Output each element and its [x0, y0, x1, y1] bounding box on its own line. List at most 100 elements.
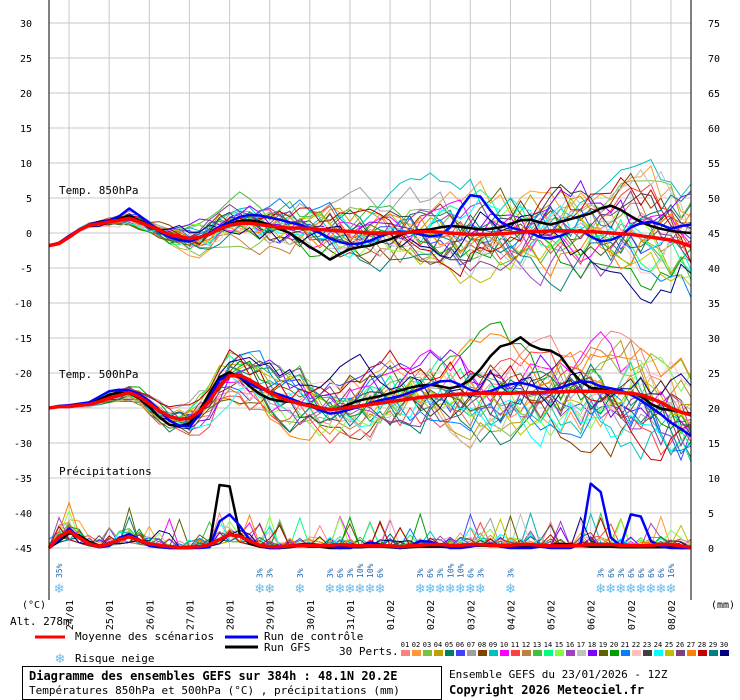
member-number-label: 06 — [456, 641, 464, 649]
member-color-swatch — [456, 650, 465, 656]
member-color-swatch — [599, 650, 608, 656]
snow-risk-percent: 3% — [256, 568, 265, 578]
member-number-label: 10 — [500, 641, 508, 649]
right-tick-label: 20 — [708, 404, 720, 415]
right-tick-label: 0 — [708, 544, 714, 555]
member-number-label: 27 — [687, 641, 695, 649]
member-number-label: 01 — [401, 641, 409, 649]
x-tick-label: 25/01 — [105, 600, 116, 630]
x-tick-label: 01/02 — [386, 600, 397, 630]
member-number-label: 13 — [533, 641, 541, 649]
member-color-swatch — [434, 650, 443, 656]
snow-risk-percent: 6% — [426, 568, 435, 578]
footer-run-info: Ensemble GEFS du 23/01/2026 - 12Z — [449, 668, 668, 681]
member-color-swatch — [610, 650, 619, 656]
legend-perts-label: 30 Perts. — [339, 645, 399, 658]
member-number-label: 30 — [720, 641, 728, 649]
snow-risk-percent: 10% — [456, 563, 465, 578]
left-tick-label: -30 — [14, 439, 32, 450]
member-number-label: 18 — [588, 641, 596, 649]
snow-risk-percent: 10% — [366, 563, 375, 578]
member-color-swatch — [632, 650, 641, 656]
right-tick-label: 50 — [708, 194, 720, 205]
right-tick-label: 65 — [708, 89, 720, 100]
snow-risk-percent: 6% — [376, 568, 385, 578]
snow-risk-percent: 3% — [266, 568, 275, 578]
left-tick-label: 20 — [20, 89, 32, 100]
x-tick-label: 29/01 — [266, 600, 277, 630]
snowflake-icon: ❄ — [264, 582, 275, 597]
member-number-label: 23 — [643, 641, 651, 649]
footer-title: Diagramme des ensembles GEFS sur 384h : … — [29, 669, 397, 683]
left-tick-label: -10 — [14, 299, 32, 310]
right-tick-label: 35 — [708, 299, 720, 310]
member-number-label: 07 — [467, 641, 475, 649]
left-tick-label: 0 — [26, 229, 32, 240]
footer-copyright: Copyright 2026 Meteociel.fr — [449, 683, 644, 697]
member-number-label: 24 — [654, 641, 662, 649]
member-color-swatch — [654, 650, 663, 656]
x-tick-label: 05/02 — [547, 600, 558, 630]
x-tick-label: 28/01 — [226, 600, 237, 630]
member-color-swatch — [445, 650, 454, 656]
member-number-label: 03 — [423, 641, 431, 649]
snow-risk-percent: 3% — [346, 568, 355, 578]
legend-mean-label: Moyenne des scénarios — [75, 630, 214, 643]
footer-box: Diagramme des ensembles GEFS sur 384h : … — [22, 666, 442, 700]
x-tick-label: 02/02 — [426, 600, 437, 630]
left-tick-label: -45 — [14, 544, 32, 555]
member-number-label: 28 — [698, 641, 706, 649]
member-color-swatch — [467, 650, 476, 656]
member-number-label: 21 — [621, 641, 629, 649]
member-color-swatch — [533, 650, 542, 656]
snow-risk-percent: 16% — [667, 563, 676, 578]
snowflake-icon: ❄ — [294, 582, 305, 597]
snow-risk-percent: 3% — [506, 568, 515, 578]
member-color-swatch — [544, 650, 553, 656]
member-number-label: 15 — [555, 641, 563, 649]
member-color-swatch — [412, 650, 421, 656]
footer-subtitle: Températures 850hPa et 500hPa (°C) , pré… — [29, 684, 400, 697]
left-tick-label: -25 — [14, 404, 32, 415]
member-color-swatch — [676, 650, 685, 656]
member-color-swatch — [423, 650, 432, 656]
left-tick-label: -5 — [20, 264, 32, 275]
snow-risk-percent: 3% — [476, 568, 485, 578]
member-color-swatch — [665, 650, 674, 656]
member-color-swatch — [511, 650, 520, 656]
member-color-swatch — [709, 650, 718, 656]
snowflake-icon: ❄ — [505, 582, 516, 597]
snow-risk-percent: 6% — [657, 568, 666, 578]
left-tick-label: -15 — [14, 334, 32, 345]
right-tick-label: 25 — [708, 369, 720, 380]
snow-risk-percent: 35% — [55, 563, 64, 578]
legend-gfs-label: Run GFS — [264, 641, 310, 654]
member-color-swatch — [500, 650, 509, 656]
snowflake-icon: ❄ — [665, 582, 676, 597]
snow-risk-percent: 6% — [466, 568, 475, 578]
member-color-swatch — [478, 650, 487, 656]
member-color-swatch — [577, 650, 586, 656]
member-number-label: 08 — [478, 641, 486, 649]
panel-label-850: Temp. 850hPa — [59, 184, 138, 197]
altitude-label: Alt. 278m — [10, 615, 70, 628]
snow-risk-percent: 3% — [326, 568, 335, 578]
right-tick-label: 55 — [708, 159, 720, 170]
member-color-swatch — [566, 650, 575, 656]
right-tick-label: 45 — [708, 229, 720, 240]
right-axis-unit: (mm) — [711, 600, 735, 611]
member-number-label: 14 — [544, 641, 552, 649]
snow-risk-percent: 10% — [446, 563, 455, 578]
member-number-label: 19 — [599, 641, 607, 649]
left-tick-label: -20 — [14, 369, 32, 380]
x-tick-label: 04/02 — [506, 600, 517, 630]
snow-risk-percent: 6% — [647, 568, 656, 578]
member-number-label: 25 — [665, 641, 673, 649]
snowflake-icon: ❄ — [55, 652, 66, 667]
snow-risk-percent: 3% — [436, 568, 445, 578]
right-tick-label: 15 — [708, 439, 720, 450]
member-number-label: 29 — [709, 641, 717, 649]
member-color-swatch — [687, 650, 696, 656]
left-tick-label: 10 — [20, 159, 32, 170]
